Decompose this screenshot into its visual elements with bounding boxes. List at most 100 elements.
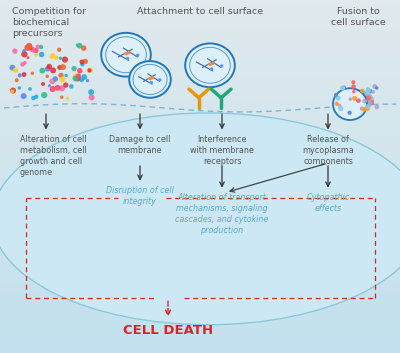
Text: Cytopathic
effects: Cytopathic effects — [306, 193, 350, 213]
Point — [59, 85, 65, 91]
Bar — [0, 153, 400, 159]
Ellipse shape — [334, 89, 374, 112]
Point — [351, 96, 358, 101]
Bar — [0, 53, 400, 59]
Circle shape — [129, 61, 171, 98]
Bar — [0, 71, 400, 77]
Bar — [0, 147, 400, 153]
Point — [82, 59, 88, 64]
Point — [49, 78, 56, 84]
Point — [123, 51, 129, 56]
Point — [374, 85, 380, 91]
Circle shape — [185, 43, 235, 87]
Bar — [0, 94, 400, 100]
Bar — [0, 0, 400, 6]
Point — [364, 106, 371, 112]
Point — [58, 73, 64, 78]
Point — [218, 63, 225, 69]
Bar — [0, 59, 400, 65]
Point — [148, 80, 154, 85]
Bar — [0, 77, 400, 82]
Point — [16, 85, 22, 91]
Point — [374, 104, 380, 110]
Point — [33, 94, 40, 100]
Point — [33, 48, 39, 53]
Point — [71, 66, 77, 71]
Bar — [0, 165, 400, 170]
Point — [21, 48, 27, 54]
Bar — [0, 312, 400, 318]
Point — [25, 55, 31, 60]
Point — [24, 45, 30, 50]
Bar — [0, 229, 400, 235]
Point — [367, 89, 374, 94]
Point — [50, 86, 56, 92]
Bar — [0, 206, 400, 212]
Point — [9, 89, 16, 94]
Bar — [0, 341, 400, 347]
Point — [46, 64, 52, 70]
Bar — [0, 130, 400, 135]
Point — [44, 73, 50, 79]
Point — [50, 68, 56, 73]
Bar — [0, 47, 400, 53]
Bar — [0, 100, 400, 106]
Bar — [0, 276, 400, 282]
Point — [210, 61, 216, 66]
Point — [333, 92, 339, 98]
Point — [27, 86, 33, 92]
Point — [12, 48, 18, 54]
Point — [9, 65, 16, 71]
Bar — [0, 241, 400, 247]
Bar — [0, 223, 400, 229]
Point — [334, 101, 340, 107]
Point — [367, 100, 374, 106]
Bar — [0, 159, 400, 165]
Bar — [0, 265, 400, 271]
Point — [351, 89, 357, 95]
Bar — [0, 335, 400, 341]
Text: Fusion to
cell surface: Fusion to cell surface — [331, 7, 385, 27]
Point — [44, 66, 51, 72]
Point — [50, 77, 56, 83]
Bar — [0, 65, 400, 71]
Text: CELL DEATH: CELL DEATH — [123, 324, 213, 337]
Bar — [0, 212, 400, 218]
Point — [63, 73, 69, 78]
Point — [88, 89, 94, 95]
Bar — [0, 253, 400, 259]
Point — [123, 51, 130, 56]
Circle shape — [101, 33, 151, 77]
Bar — [0, 271, 400, 276]
Point — [126, 50, 132, 56]
Ellipse shape — [0, 113, 400, 325]
Bar — [0, 124, 400, 130]
Point — [347, 96, 354, 102]
Point — [52, 76, 58, 82]
Bar — [0, 259, 400, 265]
Point — [124, 56, 131, 61]
Point — [60, 56, 66, 62]
Bar — [0, 306, 400, 312]
Point — [68, 84, 74, 89]
Bar — [0, 6, 400, 12]
Point — [53, 55, 60, 61]
Text: Interference
with membrane
receptors: Interference with membrane receptors — [190, 135, 254, 166]
Bar — [0, 194, 400, 200]
Bar — [0, 106, 400, 112]
Point — [14, 77, 20, 83]
Point — [54, 85, 61, 91]
Point — [84, 78, 91, 83]
Bar — [0, 329, 400, 335]
Point — [46, 83, 53, 89]
Bar — [0, 300, 400, 306]
Point — [336, 103, 343, 109]
Bar — [0, 176, 400, 183]
Point — [87, 67, 94, 73]
Point — [57, 55, 64, 61]
Point — [72, 76, 79, 81]
Bar — [0, 188, 400, 194]
Point — [29, 71, 36, 76]
Point — [26, 44, 32, 50]
Point — [21, 52, 28, 57]
